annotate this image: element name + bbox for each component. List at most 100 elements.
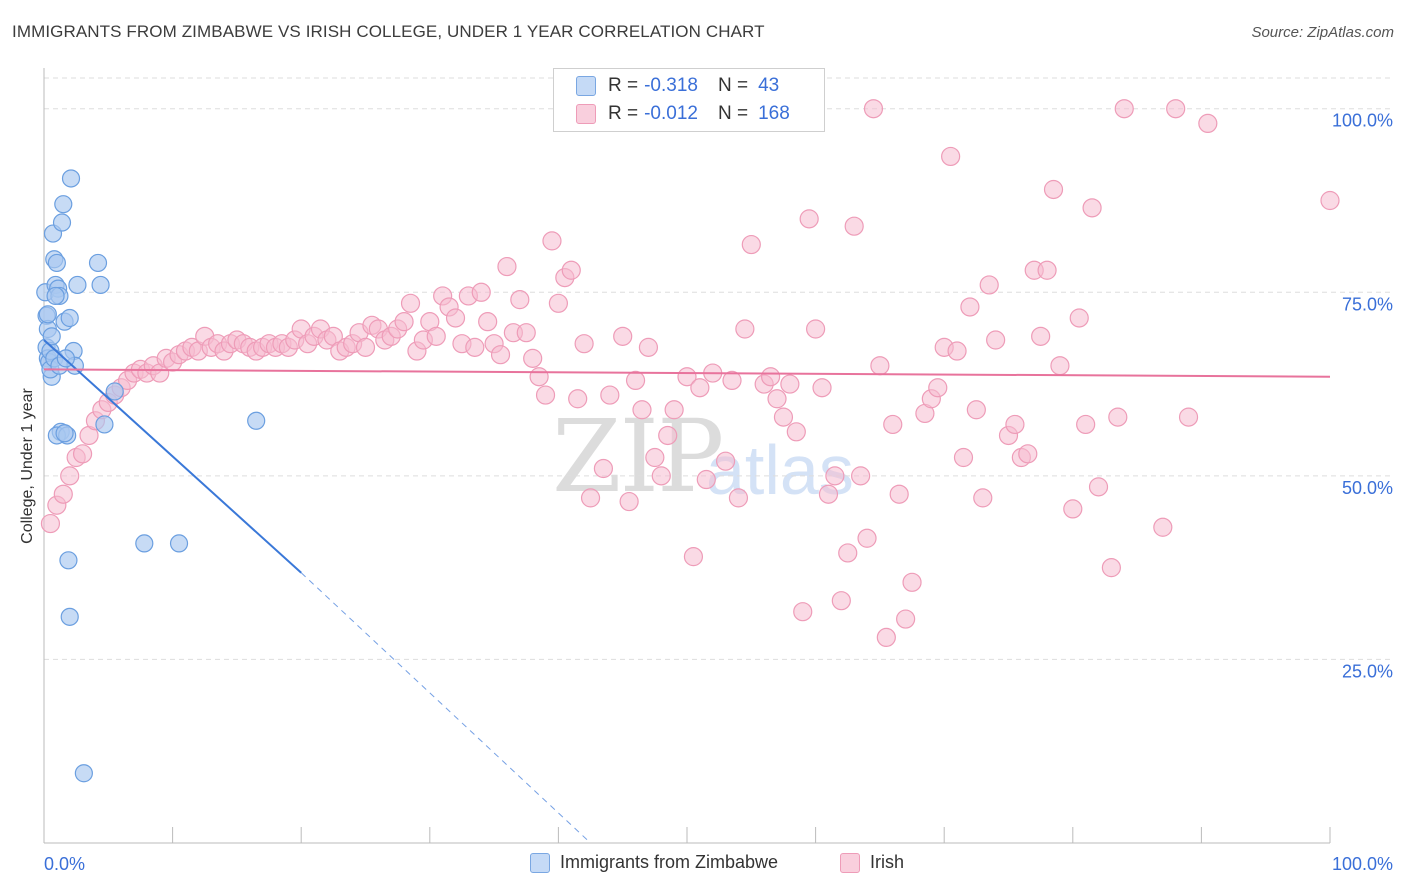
irish-point <box>883 414 903 435</box>
irish-point <box>831 591 851 611</box>
legend-r-value: -0.318 <box>644 75 698 96</box>
legend-item-irish[interactable]: Irish <box>840 852 904 873</box>
irish-point <box>979 275 999 295</box>
irish-point <box>651 466 671 486</box>
irish-point <box>60 466 80 486</box>
y-tick-label: 75.0% <box>1342 294 1393 314</box>
irish-point <box>625 370 646 390</box>
legend-row-irish: R = -0.012 N = 168 <box>554 100 790 128</box>
irish-point <box>510 290 530 310</box>
zimbabwe-point <box>54 195 73 214</box>
irish-point <box>497 256 517 277</box>
irish-point <box>1018 444 1038 464</box>
zimbabwe-trend-extension <box>300 572 591 844</box>
irish-point <box>619 491 639 512</box>
irish-point <box>1198 113 1218 134</box>
irish-point <box>1031 326 1051 346</box>
irish-point <box>863 99 884 119</box>
zimbabwe-point <box>61 169 81 188</box>
irish-point <box>851 466 871 486</box>
irish-point <box>355 337 376 357</box>
irish-point <box>1037 260 1057 280</box>
zimbabwe-points <box>36 169 266 783</box>
zimbabwe-point <box>47 253 66 273</box>
irish-point <box>947 341 967 361</box>
irish-point <box>40 513 61 534</box>
irish-point <box>870 356 890 376</box>
x-tick-label: 100.0% <box>1332 854 1393 874</box>
irish-point <box>1076 414 1096 435</box>
irish-point <box>465 337 485 357</box>
legend-item-zimbabwe[interactable]: Immigrants from Zimbabwe <box>530 852 778 873</box>
irish-point <box>786 422 806 442</box>
irish-point <box>960 297 980 317</box>
irish-point <box>1050 356 1070 376</box>
irish-point <box>593 458 614 479</box>
irish-point <box>818 484 839 504</box>
legend-r-label: R = <box>608 75 639 96</box>
zimbabwe-point <box>68 275 87 295</box>
irish-point <box>516 323 536 343</box>
irish-point <box>889 484 909 504</box>
irish-points <box>40 99 1340 648</box>
zimbabwe-point <box>59 551 78 570</box>
irish-point <box>523 348 543 368</box>
legend-swatch-blue <box>530 852 550 873</box>
irish-point <box>1088 477 1109 497</box>
irish-point <box>568 389 588 409</box>
irish-point <box>1082 198 1102 218</box>
irish-point <box>780 374 800 394</box>
series-legend: Immigrants from Zimbabwe Irish <box>0 852 1406 876</box>
x-tick-label: 0.0% <box>44 854 85 874</box>
irish-point <box>857 528 877 548</box>
legend-swatch-pink <box>576 104 596 124</box>
irish-point <box>1320 190 1340 211</box>
irish-point <box>966 400 986 420</box>
legend-n-label: N = <box>717 75 749 96</box>
irish-point <box>812 378 832 398</box>
irish-point <box>613 326 633 346</box>
irish-point <box>1178 407 1199 427</box>
zimbabwe-point <box>88 253 108 273</box>
irish-point <box>542 231 562 251</box>
legend-r-label: R = <box>608 103 639 124</box>
irish-point <box>876 627 896 648</box>
axes <box>43 68 1331 844</box>
zimbabwe-point <box>52 213 72 232</box>
irish-point <box>1101 558 1121 578</box>
irish-point <box>535 385 556 405</box>
irish-point <box>53 484 73 504</box>
irish-point <box>394 312 414 332</box>
irish-point <box>928 378 948 398</box>
irish-point <box>973 488 993 508</box>
source-credit: Source: ZipAtlas.com <box>1251 24 1394 41</box>
irish-point <box>471 282 491 302</box>
irish-point <box>735 319 755 339</box>
legend-n-value: 168 <box>758 103 790 124</box>
legend-swatch-blue <box>576 76 596 96</box>
zimbabwe-point <box>60 607 79 626</box>
irish-point <box>400 293 421 313</box>
zimbabwe-point <box>74 764 93 783</box>
irish-point <box>902 572 922 592</box>
zimbabwe-point <box>42 327 61 346</box>
irish-point <box>600 385 620 405</box>
irish-point <box>844 216 864 236</box>
chart-title: IMMIGRANTS FROM ZIMBABWE VS IRISH COLLEG… <box>12 22 765 41</box>
zimbabwe-point <box>95 415 114 434</box>
irish-point <box>1114 99 1134 119</box>
irish-point <box>529 367 549 387</box>
trend-lines <box>43 339 1331 844</box>
irish-point <box>574 334 594 354</box>
irish-point <box>715 451 736 471</box>
legend-n-value: 43 <box>758 75 780 96</box>
irish-point <box>632 400 652 420</box>
zimbabwe-point <box>38 305 57 324</box>
y-tick-label: 50.0% <box>1342 478 1393 498</box>
zimbabwe-point <box>105 382 124 401</box>
irish-trend-line <box>43 368 1331 378</box>
irish-point <box>548 293 569 313</box>
irish-point <box>760 367 781 387</box>
legend-swatch-pink <box>840 852 860 873</box>
irish-point <box>793 602 813 622</box>
